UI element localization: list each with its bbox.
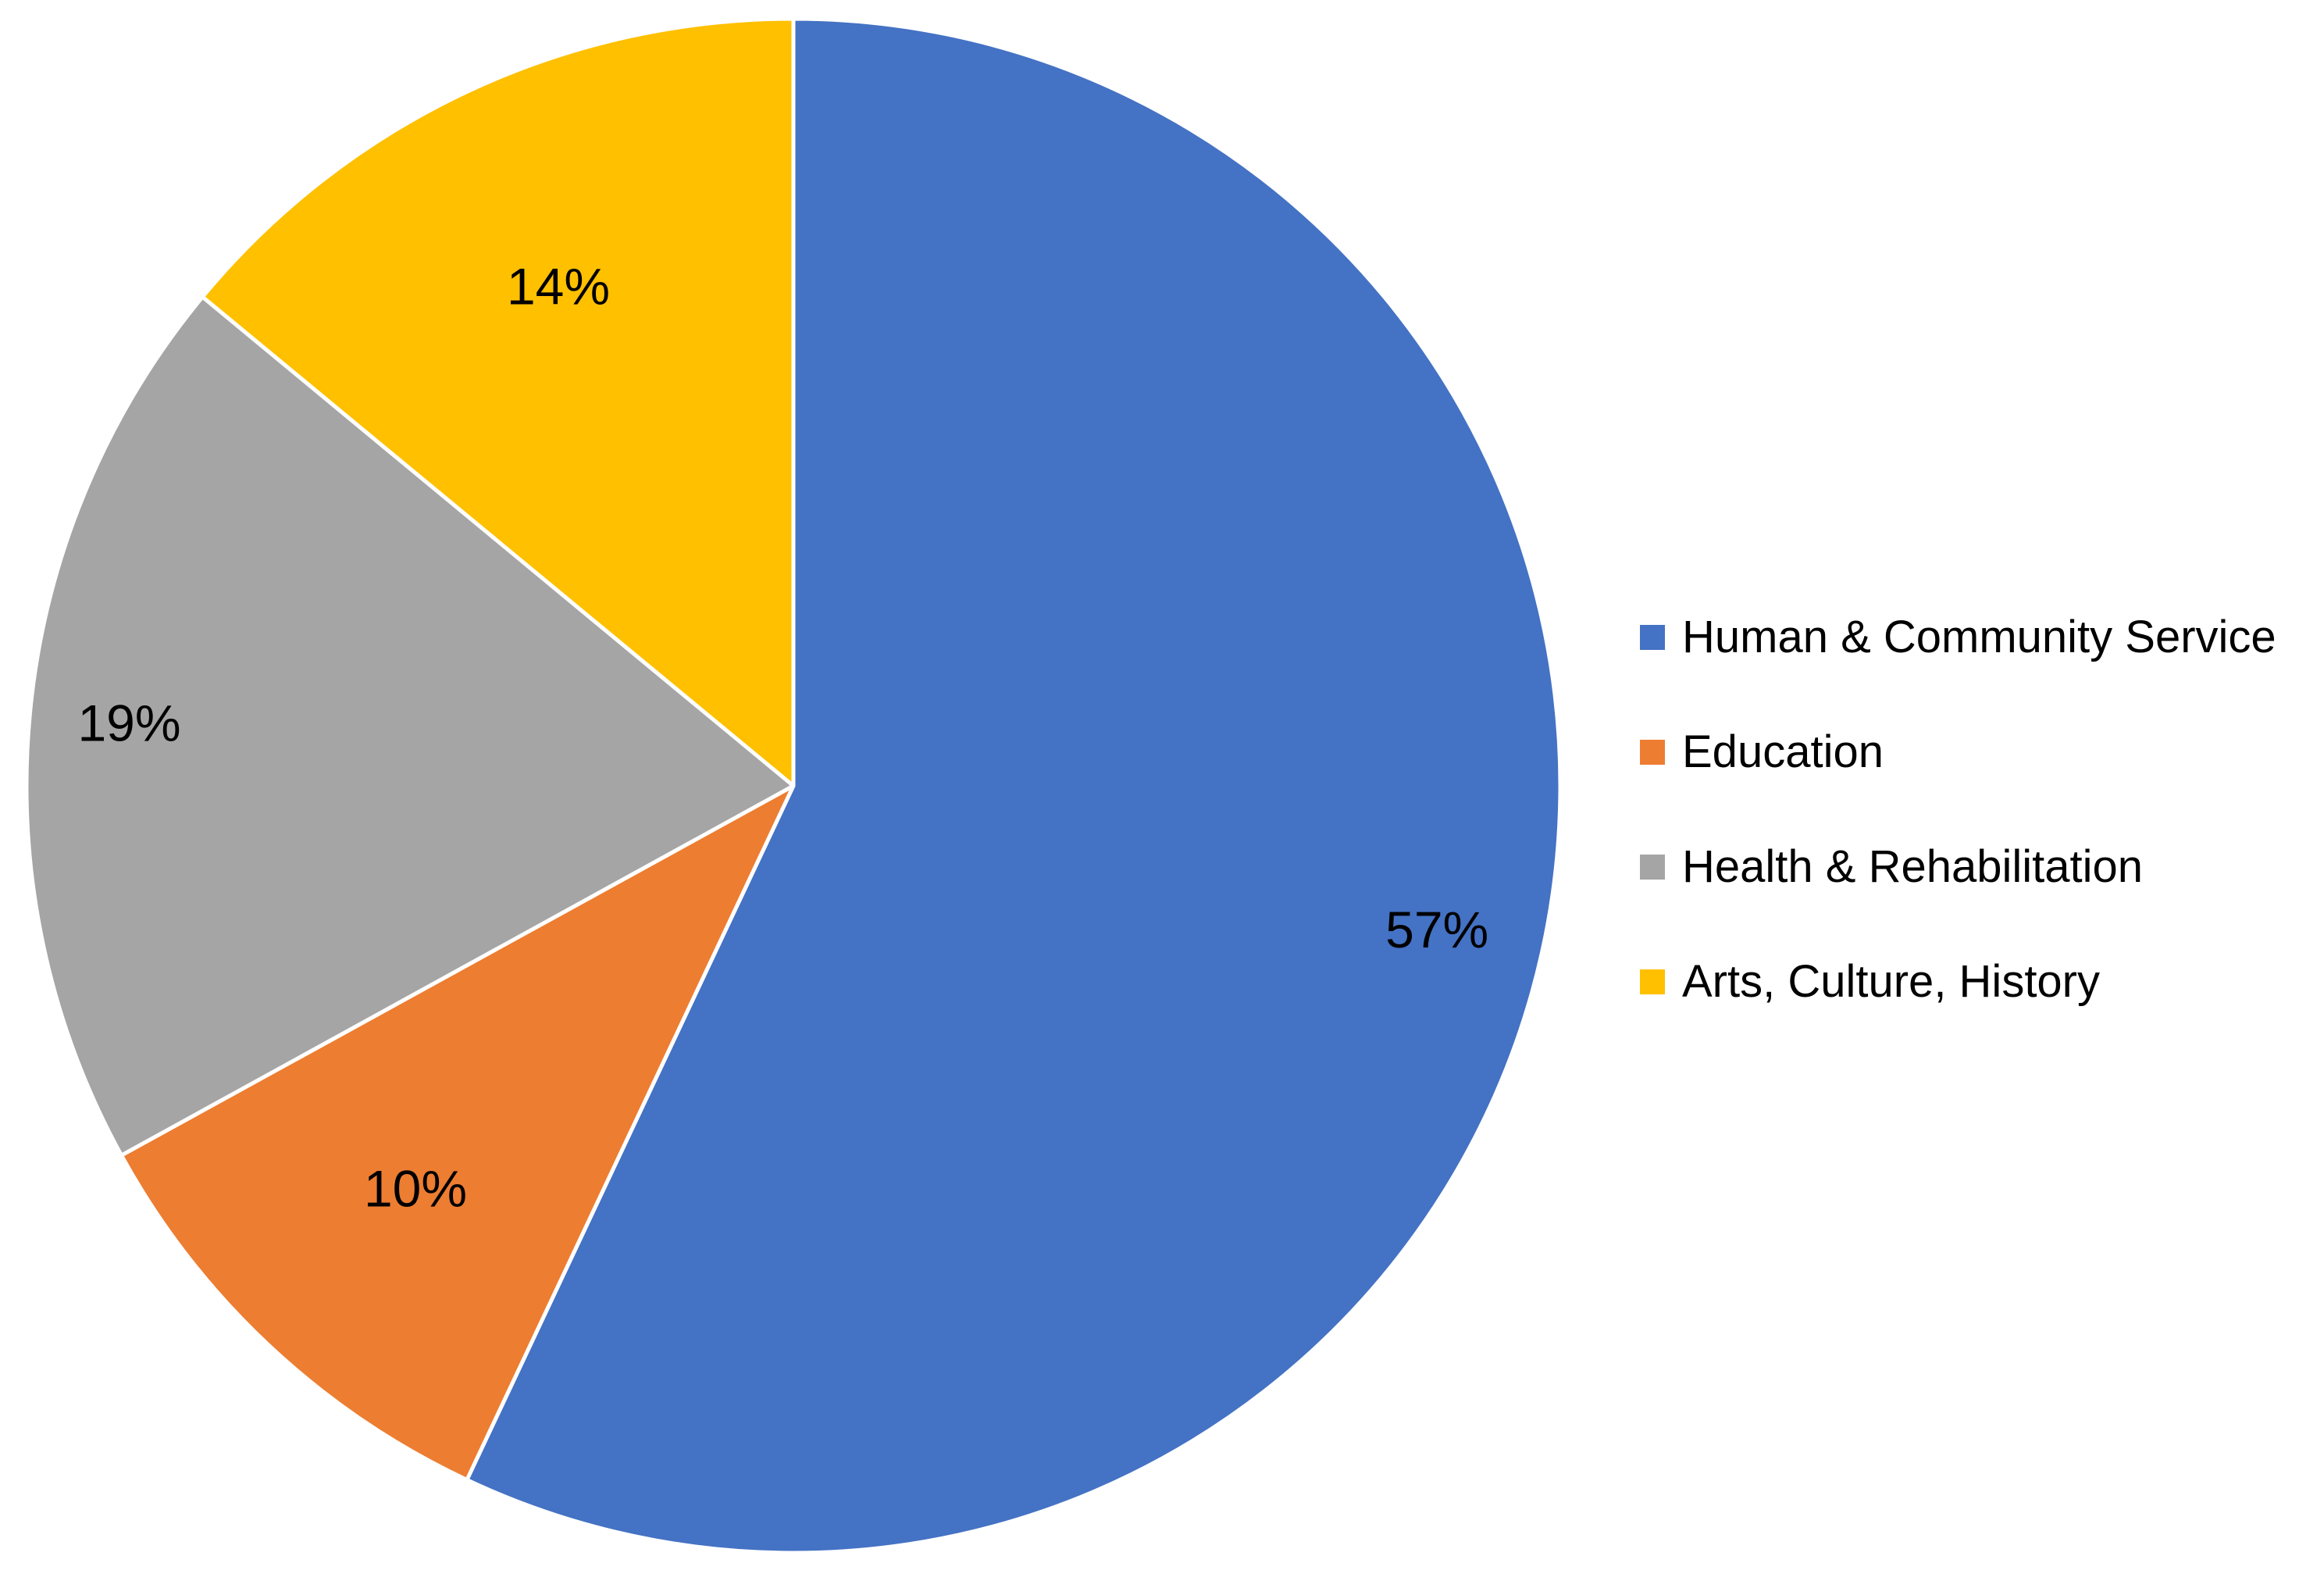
legend-label: Arts, Culture, History: [1682, 956, 2100, 1007]
pie-slice-arts-culture-history: [200, 16, 796, 788]
pie-data-labels: 57% 10% 19% 14%: [77, 257, 1488, 1217]
legend-item-health-and-rehabilitation: Health & Rehabilitation: [1640, 809, 2276, 924]
legend-label: Education: [1682, 726, 1884, 777]
data-label-education: 10%: [364, 1159, 467, 1217]
pie-slice-human-and-community-service: [465, 16, 1563, 1555]
legend-label: Health & Rehabilitation: [1682, 841, 2144, 892]
pie-slice-education: [119, 783, 796, 1483]
legend-item-arts-culture-history: Arts, Culture, History: [1640, 924, 2276, 1039]
legend-label: Human & Community Service: [1682, 612, 2276, 662]
legend-swatch: [1640, 854, 1665, 880]
legend-swatch: [1640, 969, 1665, 994]
legend-item-education: Education: [1640, 694, 2276, 809]
data-label-health-and-rehabilitation: 19%: [77, 694, 180, 752]
data-label-human-and-community-service: 57%: [1385, 901, 1488, 958]
data-label-arts-culture-history: 14%: [507, 257, 610, 315]
legend-swatch: [1640, 624, 1665, 650]
legend: Human & Community Service Education Health…: [1640, 580, 2276, 1039]
legend-swatch: [1640, 739, 1665, 765]
pie-slice-health-and-rehabilitation: [24, 294, 796, 1158]
legend-item-human-and-community-service: Human & Community Service: [1640, 580, 2276, 694]
pie-slices: [24, 16, 1563, 1555]
